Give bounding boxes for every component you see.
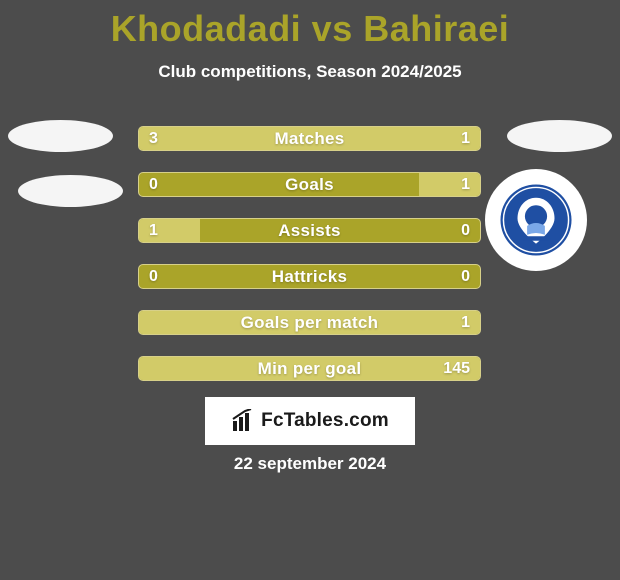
stat-label: Hattricks	[139, 265, 480, 288]
page-subtitle: Club competitions, Season 2024/2025	[0, 62, 620, 82]
avatar-right-1	[507, 120, 612, 152]
stat-label: Goals per match	[139, 311, 480, 334]
stat-row: 10Assists	[138, 218, 481, 243]
fctables-label: FcTables.com	[261, 410, 389, 432]
date-label: 22 september 2024	[0, 454, 620, 474]
avatar-left-2	[18, 175, 123, 207]
stat-row: 145Min per goal	[138, 356, 481, 381]
stat-label: Assists	[139, 219, 480, 242]
stat-row: 00Hattricks	[138, 264, 481, 289]
stat-row: 1Goals per match	[138, 310, 481, 335]
avatar-left-1	[8, 120, 113, 152]
team-crest-icon	[499, 183, 573, 257]
fctables-logo-icon	[231, 409, 255, 433]
fctables-attribution: FcTables.com	[205, 397, 415, 445]
stat-label: Goals	[139, 173, 480, 196]
stat-label: Matches	[139, 127, 480, 150]
page-title: Khodadadi vs Bahiraei	[0, 0, 620, 50]
comparison-rows: 31Matches 01Goals 10Assists 00Hattricks 1Goa…	[138, 126, 481, 402]
stat-label: Min per goal	[139, 357, 480, 380]
team-badge-right	[485, 169, 587, 271]
stat-row: 31Matches	[138, 126, 481, 151]
stat-row: 01Goals	[138, 172, 481, 197]
